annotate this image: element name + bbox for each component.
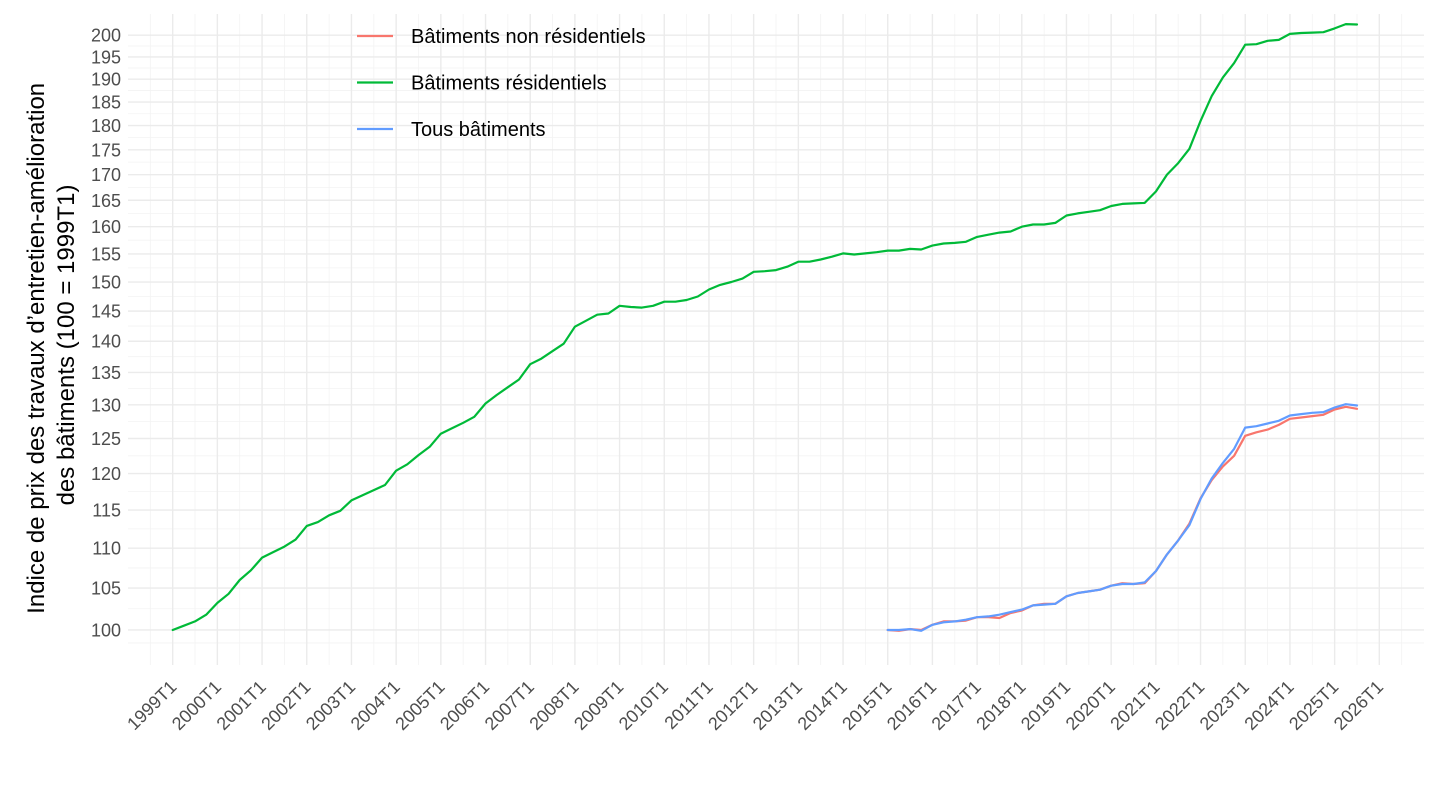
y-tick-label: 130	[91, 395, 121, 415]
x-tick-label: 2010T1	[615, 677, 672, 734]
y-axis-tick-labels: 100 105 110 115 120 125 130 135 140 145 150 155 160 1…	[91, 26, 121, 641]
x-tick-label: 2007T1	[481, 677, 538, 734]
legend: Bâtiments non résidentiels Bâtiments rési…	[357, 26, 646, 141]
y-tick-label: 155	[91, 244, 121, 264]
y-tick-label: 115	[92, 501, 121, 521]
y-tick-label: 160	[91, 217, 121, 237]
x-tick-label: 2025T1	[1285, 677, 1342, 734]
x-tick-label: 2015T1	[838, 677, 895, 734]
y-tick-label: 120	[91, 464, 121, 484]
x-tick-label: 2000T1	[168, 677, 225, 734]
y-tick-label: 145	[91, 302, 121, 322]
y-tick-label: 165	[91, 191, 121, 211]
x-tick-label: 1999T1	[123, 677, 180, 734]
x-tick-label: 2019T1	[1017, 677, 1074, 734]
x-tick-label: 2018T1	[972, 677, 1029, 734]
y-tick-label: 195	[91, 47, 121, 67]
y-tick-label: 105	[91, 579, 121, 599]
x-tick-label: 2014T1	[794, 677, 851, 734]
x-tick-label: 2024T1	[1240, 677, 1297, 734]
x-tick-label: 2003T1	[302, 677, 359, 734]
y-tick-label: 175	[91, 140, 121, 160]
y-axis-title-line-2: des bâtiments (100 = 1999T1)	[53, 185, 80, 506]
legend-label: Bâtiments non résidentiels	[411, 26, 646, 48]
y-tick-label: 125	[91, 429, 121, 449]
y-tick-label: 190	[91, 70, 121, 90]
x-tick-label: 2021T1	[1106, 677, 1163, 734]
y-tick-label: 100	[91, 620, 121, 640]
y-tick-label: 140	[91, 332, 121, 352]
x-tick-label: 2013T1	[749, 677, 806, 734]
y-tick-label: 180	[91, 116, 121, 136]
y-tick-label: 135	[91, 363, 121, 383]
y-axis-title: Indice de prix des travaux d’entretien-a…	[23, 76, 80, 614]
x-axis-tick-labels: 1999T12000T12001T12002T12003T12004T12005…	[123, 677, 1387, 734]
y-tick-label: 185	[91, 93, 121, 113]
x-tick-label: 2017T1	[928, 677, 985, 734]
y-tick-label: 170	[91, 165, 121, 185]
x-tick-label: 2023T1	[1196, 677, 1253, 734]
minor-gridlines	[128, 14, 1424, 665]
y-axis-title-line-1: Indice de prix des travaux d’entretien-a…	[23, 83, 50, 614]
x-tick-label: 2026T1	[1330, 677, 1387, 734]
x-tick-label: 2022T1	[1151, 677, 1208, 734]
series-line	[171, 23, 1359, 632]
x-tick-label: 2020T1	[1062, 677, 1119, 734]
x-tick-label: 2005T1	[391, 677, 448, 734]
series-line	[886, 405, 1359, 632]
x-tick-label: 2002T1	[257, 677, 314, 734]
major-gridlines	[128, 14, 1424, 665]
series-lines	[171, 23, 1359, 632]
x-tick-label: 2016T1	[883, 677, 940, 734]
series-line	[886, 403, 1359, 632]
x-tick-label: 2012T1	[704, 677, 761, 734]
y-tick-label: 110	[92, 539, 121, 559]
x-tick-label: 2006T1	[436, 677, 493, 734]
x-tick-label: 2009T1	[570, 677, 627, 734]
x-tick-label: 2008T1	[525, 677, 582, 734]
x-tick-label: 2001T1	[213, 677, 270, 734]
x-tick-label: 2004T1	[347, 677, 404, 734]
legend-label: Tous bâtiments	[411, 119, 546, 141]
legend-label: Bâtiments résidentiels	[411, 73, 607, 95]
y-tick-label: 150	[91, 273, 121, 293]
y-tick-label: 200	[91, 26, 121, 46]
